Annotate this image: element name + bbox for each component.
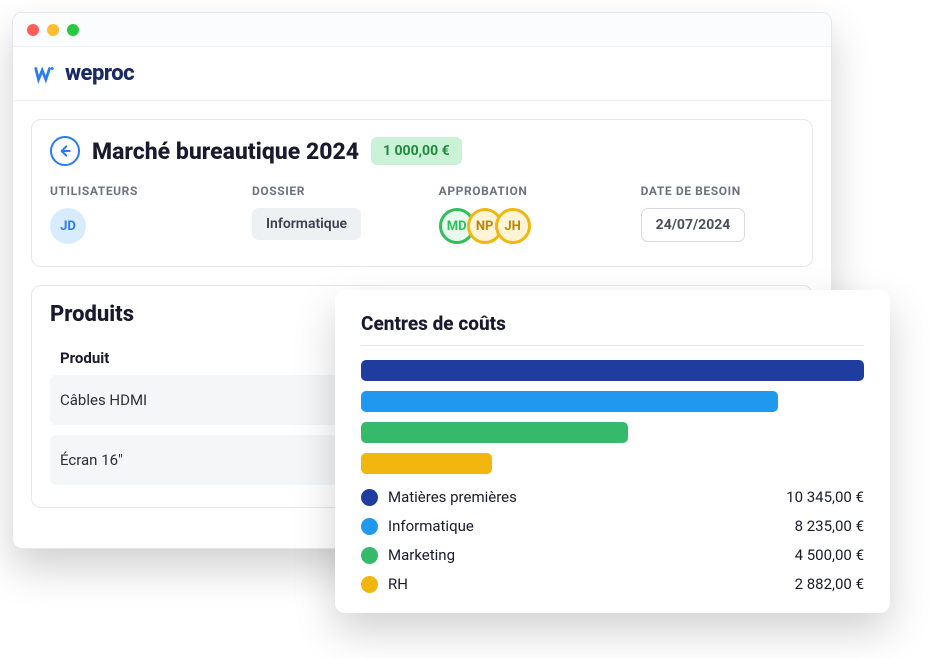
legend-dot-icon xyxy=(361,576,378,593)
legend-value: 10 345,00 € xyxy=(786,488,864,506)
legend-label: Informatique xyxy=(388,517,474,535)
divider xyxy=(361,345,864,346)
folder-tag[interactable]: Informatique xyxy=(252,208,361,240)
approver-avatar[interactable]: JH xyxy=(495,208,531,244)
chart-bar xyxy=(361,360,864,381)
legend-label: RH xyxy=(388,575,408,593)
chart-bar xyxy=(361,453,492,474)
meta-users: UTILISATEURS JD xyxy=(50,184,234,244)
legend-label: Marketing xyxy=(388,546,455,564)
close-icon[interactable] xyxy=(27,24,39,36)
legend-dot-icon xyxy=(361,489,378,506)
meta-need-date: DATE DE BESOIN 24/07/2024 xyxy=(641,184,794,244)
window-titlebar xyxy=(13,13,831,47)
legend-row: Matières premières 10 345,00 € xyxy=(361,488,864,506)
back-button[interactable] xyxy=(50,136,80,166)
cost-centers-panel: Centres de coûts Matières premières 10 34… xyxy=(335,290,890,613)
legend-row: Informatique 8 235,00 € xyxy=(361,517,864,535)
need-date-value[interactable]: 24/07/2024 xyxy=(641,208,746,242)
page-title: Marché bureautique 2024 xyxy=(92,138,359,165)
legend-value: 4 500,00 € xyxy=(795,546,864,564)
legend-dot-icon xyxy=(361,547,378,564)
minimize-icon[interactable] xyxy=(47,24,59,36)
window-controls xyxy=(27,24,79,36)
legend-label: Matières premières xyxy=(388,488,517,506)
meta-row: UTILISATEURS JD DOSSIER Informatique APP… xyxy=(50,184,794,244)
cost-centers-title: Centres de coûts xyxy=(361,312,864,335)
brand-logo-icon xyxy=(33,63,55,85)
meta-folder-label: DOSSIER xyxy=(252,184,421,198)
legend-row: Marketing 4 500,00 € xyxy=(361,546,864,564)
arrow-left-icon xyxy=(57,143,73,159)
brand-name: weproc xyxy=(65,61,134,86)
zoom-icon[interactable] xyxy=(67,24,79,36)
user-avatar[interactable]: JD xyxy=(50,208,86,244)
cost-centers-legend: Matières premières 10 345,00 € Informatiqu… xyxy=(361,488,864,593)
legend-row: RH 2 882,00 € xyxy=(361,575,864,593)
request-header-card: Marché bureautique 2024 1 000,00 € UTILI… xyxy=(31,119,813,267)
chart-bar xyxy=(361,422,628,443)
meta-folder: DOSSIER Informatique xyxy=(252,184,421,244)
cost-centers-bars xyxy=(361,360,864,474)
legend-dot-icon xyxy=(361,518,378,535)
brand-bar: weproc xyxy=(13,47,831,101)
approvers-list: MD NP JH xyxy=(439,208,623,244)
chart-bar xyxy=(361,391,778,412)
meta-approval-label: APPROBATION xyxy=(439,184,623,198)
meta-need-date-label: DATE DE BESOIN xyxy=(641,184,794,198)
legend-value: 8 235,00 € xyxy=(795,517,864,535)
legend-value: 2 882,00 € xyxy=(795,575,864,593)
meta-users-label: UTILISATEURS xyxy=(50,184,234,198)
header-row: Marché bureautique 2024 1 000,00 € xyxy=(50,136,794,166)
meta-approval: APPROBATION MD NP JH xyxy=(439,184,623,244)
amount-badge: 1 000,00 € xyxy=(371,137,462,165)
